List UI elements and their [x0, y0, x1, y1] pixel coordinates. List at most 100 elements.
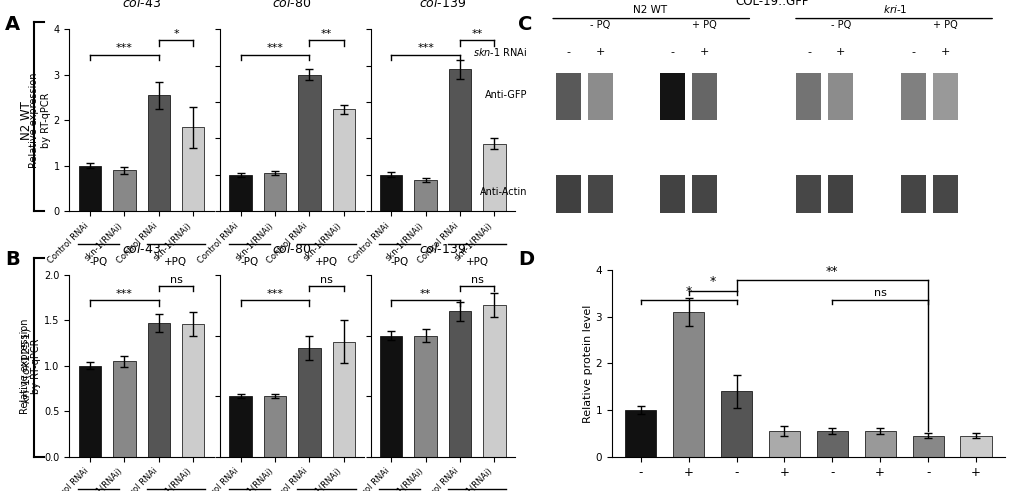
- Text: N2 WT: N2 WT: [20, 101, 33, 140]
- Title: $\it{col\text{-}80}$: $\it{col\text{-}80}$: [272, 0, 312, 10]
- Text: -: -: [806, 47, 810, 57]
- FancyBboxPatch shape: [587, 175, 612, 213]
- Text: **: **: [471, 29, 482, 39]
- Bar: [332, 342, 355, 457]
- Text: ns: ns: [169, 275, 182, 285]
- Text: ***: ***: [266, 43, 283, 53]
- Text: + PQ: + PQ: [692, 20, 716, 30]
- Bar: [148, 95, 170, 211]
- Bar: [483, 305, 505, 457]
- Bar: [720, 391, 751, 457]
- Text: +: +: [699, 47, 708, 57]
- FancyBboxPatch shape: [796, 175, 820, 213]
- Y-axis label: Relative expression
by RT-qPCR: Relative expression by RT-qPCR: [19, 318, 42, 413]
- Bar: [768, 431, 799, 457]
- Bar: [380, 175, 403, 211]
- Bar: [673, 312, 703, 457]
- Text: +PQ: +PQ: [315, 257, 338, 267]
- Bar: [380, 335, 403, 457]
- Text: +: +: [595, 47, 604, 57]
- Text: $\it{skn\text{-}1}$ RNAi: $\it{skn\text{-}1}$ RNAi: [473, 46, 527, 58]
- Y-axis label: Relative expression
by RT-qPCR: Relative expression by RT-qPCR: [29, 73, 51, 168]
- FancyBboxPatch shape: [900, 175, 925, 213]
- Text: +PQ: +PQ: [466, 257, 488, 267]
- FancyBboxPatch shape: [827, 175, 852, 213]
- Bar: [912, 436, 943, 457]
- Text: -PQ: -PQ: [390, 257, 409, 267]
- Bar: [625, 410, 655, 457]
- Text: -: -: [910, 47, 914, 57]
- Bar: [298, 348, 320, 457]
- Text: *: *: [709, 275, 715, 288]
- FancyBboxPatch shape: [931, 175, 957, 213]
- Text: COL-19::GFP: COL-19::GFP: [735, 0, 809, 8]
- Bar: [448, 69, 471, 211]
- Text: ns: ns: [320, 275, 333, 285]
- Text: ns: ns: [873, 288, 886, 298]
- Text: **: **: [321, 29, 332, 39]
- Text: A: A: [5, 15, 20, 34]
- Text: N2 WT: N2 WT: [633, 5, 666, 15]
- Text: - PQ: - PQ: [589, 20, 609, 30]
- Title: $\it{col\text{-}80}$: $\it{col\text{-}80}$: [272, 242, 312, 256]
- Bar: [816, 431, 847, 457]
- Bar: [448, 311, 471, 457]
- Text: Anti-Actin: Anti-Actin: [480, 187, 527, 197]
- FancyBboxPatch shape: [659, 175, 685, 213]
- Bar: [113, 361, 136, 457]
- Text: C: C: [518, 15, 532, 34]
- Text: ***: ***: [116, 43, 132, 53]
- Bar: [414, 180, 436, 211]
- Text: **: **: [825, 265, 838, 277]
- Bar: [229, 396, 252, 457]
- Title: $\it{col\text{-}43}$: $\it{col\text{-}43}$: [122, 0, 161, 10]
- Text: *: *: [685, 285, 691, 298]
- FancyBboxPatch shape: [692, 74, 716, 120]
- FancyBboxPatch shape: [659, 74, 685, 120]
- Title: $\it{col\text{-}139}$: $\it{col\text{-}139}$: [419, 242, 466, 256]
- Text: +PQ: +PQ: [164, 257, 187, 267]
- Text: +: +: [940, 47, 949, 57]
- Text: Anti-GFP: Anti-GFP: [485, 89, 527, 100]
- FancyBboxPatch shape: [796, 74, 820, 120]
- Y-axis label: Relative protein level: Relative protein level: [582, 304, 592, 423]
- FancyBboxPatch shape: [555, 74, 580, 120]
- FancyBboxPatch shape: [827, 74, 852, 120]
- Bar: [148, 323, 170, 457]
- Text: -: -: [671, 47, 675, 57]
- Bar: [78, 166, 101, 211]
- Title: $\it{col\text{-}139}$: $\it{col\text{-}139}$: [419, 0, 466, 10]
- Bar: [960, 436, 990, 457]
- Text: -PQ: -PQ: [239, 257, 258, 267]
- Bar: [181, 324, 204, 457]
- FancyBboxPatch shape: [900, 74, 925, 120]
- Text: D: D: [518, 250, 534, 270]
- Text: **: **: [420, 289, 431, 299]
- Text: ns: ns: [471, 275, 483, 285]
- FancyBboxPatch shape: [692, 175, 716, 213]
- Text: ***: ***: [417, 43, 434, 53]
- Text: -: -: [566, 47, 570, 57]
- FancyBboxPatch shape: [587, 74, 612, 120]
- Text: + PQ: + PQ: [931, 20, 957, 30]
- Text: +: +: [836, 47, 845, 57]
- Title: $\it{col\text{-}43}$: $\it{col\text{-}43}$: [122, 242, 161, 256]
- Bar: [113, 170, 136, 211]
- Bar: [229, 175, 252, 211]
- Bar: [298, 75, 320, 211]
- FancyBboxPatch shape: [555, 175, 580, 213]
- Bar: [864, 431, 895, 457]
- Text: *: *: [173, 29, 178, 39]
- Bar: [181, 127, 204, 211]
- FancyBboxPatch shape: [931, 74, 957, 120]
- Text: - PQ: - PQ: [829, 20, 850, 30]
- Text: $\it{kri\text{-}1(ok1251)}$: $\it{kri\text{-}1(ok1251)}$: [20, 327, 33, 404]
- Bar: [332, 109, 355, 211]
- Text: $\it{kri\text{-}1}$: $\it{kri\text{-}1}$: [882, 3, 907, 15]
- Text: -PQ: -PQ: [90, 257, 108, 267]
- Text: ***: ***: [116, 289, 132, 299]
- Bar: [264, 396, 286, 457]
- Bar: [483, 144, 505, 211]
- Text: B: B: [5, 250, 19, 270]
- Bar: [414, 335, 436, 457]
